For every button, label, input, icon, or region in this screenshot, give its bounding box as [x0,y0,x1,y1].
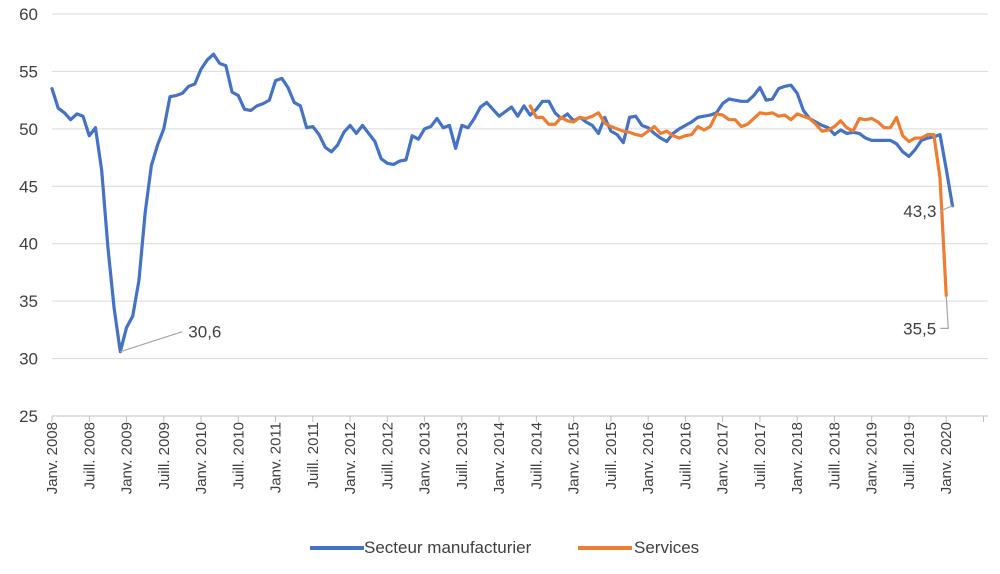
x-tick-label: Juill. 2017 [752,422,769,490]
y-tick-label: 40 [19,235,38,254]
x-tick-label: Janv. 2017 [715,422,732,494]
x-tick-label: Janv. 2015 [566,422,583,494]
annotation-label: 30,6 [188,323,221,342]
y-axis-ticks: 25 30 35 40 45 50 55 60 [19,5,38,426]
legend-label: Secteur manufacturier [364,538,532,557]
series-line-services [528,104,948,297]
x-tick-label: Janv. 2018 [789,422,806,494]
legend: Secteur manufacturier Services [310,538,699,557]
annotations: 30,6 43,3 35,5 [120,202,953,353]
x-tick-label: Juill. 2012 [379,422,396,490]
y-tick-label: 55 [19,62,38,81]
annotation-label: 43,3 [903,202,936,221]
series-lines [50,52,955,354]
x-tick-label: Juill. 2015 [603,422,620,490]
x-tick-label: Janv. 2014 [491,422,508,494]
x-tick-label: Janv. 2011 [268,422,285,493]
y-tick-label: 50 [19,120,38,139]
annotation-leader-line [940,295,949,329]
annotation-leader-line [120,331,183,353]
x-axis-ticks: Janv. 2008 Juill. 2008 Janv. 2009 Juill. 20… [44,416,984,494]
legend-label: Services [634,538,699,557]
x-tick-label: Juill. 2009 [156,422,173,490]
grid-lines [52,13,988,360]
y-tick-label: 45 [19,177,38,196]
x-tick-label: Janv. 2010 [193,422,210,494]
x-tick-label: Juill. 2016 [677,422,694,490]
x-tick-label: Juill. 2013 [454,422,471,490]
x-tick-label: Juill. 2010 [230,422,247,490]
x-tick-label: Janv. 2013 [417,422,434,494]
x-tick-label: Juill. 2014 [528,422,545,490]
annotation-label: 35,5 [903,319,936,338]
x-tick-label: Janv. 2020 [938,422,955,494]
x-tick-label: Janv. 2016 [640,422,657,494]
x-tick-label: Janv. 2009 [119,422,136,494]
series-line-manufacturing [50,52,955,354]
x-tick-label: Janv. 2012 [342,422,359,494]
x-tick-label: Janv. 2019 [864,422,881,494]
x-tick-label: Juill. 2019 [901,422,918,490]
y-tick-label: 60 [19,5,38,24]
y-tick-label: 25 [19,407,38,426]
annotation-leader-line [940,205,953,212]
x-tick-label: Janv. 2008 [44,422,61,494]
x-tick-label: Juill. 2011 [305,422,322,488]
x-tick-label: Juill. 2018 [826,422,843,490]
y-tick-label: 30 [19,350,38,369]
y-tick-label: 35 [19,292,38,311]
x-tick-label: Juill. 2008 [81,422,98,490]
